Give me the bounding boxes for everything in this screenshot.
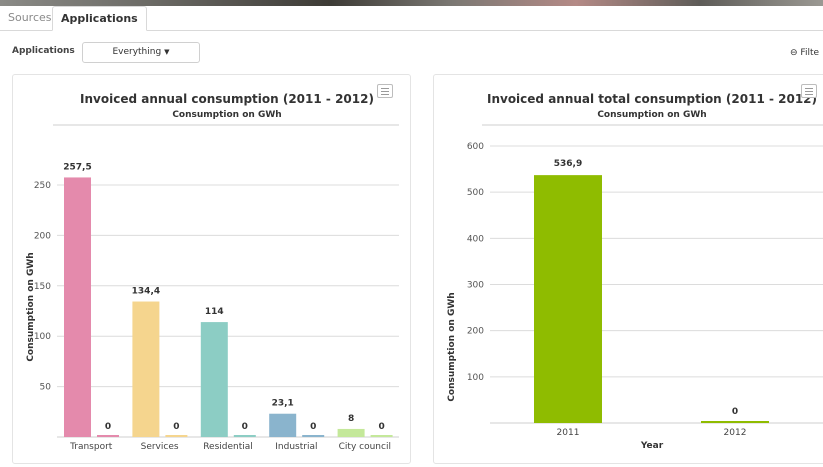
y-tick-label: 50 xyxy=(40,383,52,393)
data-label: 0 xyxy=(242,422,248,432)
x-tick-label: Services xyxy=(141,442,179,452)
x-axis-label: Year xyxy=(640,441,664,451)
filter-circle-icon: ⊖ xyxy=(790,48,798,58)
data-label: 23,1 xyxy=(272,399,294,409)
tab-bar: Sources Applications xyxy=(0,6,823,31)
chart-panel-total-consumption: Invoiced annual total consumption (2011 … xyxy=(433,74,823,464)
chart-panel-annual-consumption: Invoiced annual consumption (2011 - 2012… xyxy=(12,74,411,464)
chart-annual-consumption: Invoiced annual consumption (2011 - 2012… xyxy=(26,92,399,452)
data-label: 0 xyxy=(105,422,111,432)
filter-row: Applications Everything ▼ ⊖ Filte xyxy=(0,40,823,64)
bar-total xyxy=(701,421,769,423)
applications-dropdown[interactable]: Everything ▼ xyxy=(82,42,200,63)
chart-title: Invoiced annual consumption (2011 - 2012… xyxy=(80,92,374,106)
filter-button[interactable]: ⊖ Filte xyxy=(790,44,819,62)
y-tick-label: 600 xyxy=(467,142,484,152)
data-label: 8 xyxy=(348,414,354,424)
chart-menu-icon[interactable] xyxy=(377,84,393,98)
y-tick-label: 250 xyxy=(34,181,51,191)
y-tick-label: 400 xyxy=(467,234,484,244)
bar-2011 xyxy=(132,301,160,437)
caret-down-icon: ▼ xyxy=(164,48,170,56)
data-label: 0 xyxy=(378,422,384,432)
data-label: 536,9 xyxy=(554,159,582,169)
applications-filter-label: Applications xyxy=(12,46,75,56)
x-tick-label: City council xyxy=(339,442,391,452)
chart-subtitle: Consumption on GWh xyxy=(597,110,706,120)
x-tick-label: Residential xyxy=(203,442,253,452)
data-label: 114 xyxy=(205,307,224,317)
bar-2011 xyxy=(64,177,91,437)
y-tick-label: 200 xyxy=(34,231,51,241)
dropdown-value: Everything xyxy=(112,47,162,57)
bar-2012 xyxy=(302,435,325,437)
x-tick-label: Transport xyxy=(69,442,113,452)
x-tick-label: 2011 xyxy=(557,428,580,438)
data-label: 0 xyxy=(173,422,179,432)
x-tick-label: 2012 xyxy=(724,428,747,438)
y-tick-label: 500 xyxy=(467,188,484,198)
bar-2011 xyxy=(337,428,365,437)
tab-applications[interactable]: Applications xyxy=(52,6,147,31)
data-label: 0 xyxy=(732,407,738,417)
data-label: 257,5 xyxy=(63,162,91,172)
chart-menu-icon[interactable] xyxy=(801,84,817,98)
x-tick-label: Industrial xyxy=(275,442,317,452)
tab-sources[interactable]: Sources xyxy=(8,11,52,24)
bar-2011 xyxy=(200,322,228,437)
y-tick-label: 200 xyxy=(467,327,484,337)
chart-title: Invoiced annual total consumption (2011 … xyxy=(487,92,817,106)
y-tick-label: 150 xyxy=(34,282,51,292)
filter-button-label: Filte xyxy=(800,48,820,58)
bar-2012 xyxy=(165,435,188,437)
y-tick-label: 100 xyxy=(467,373,484,383)
y-axis-label: Consumption on GWh xyxy=(447,292,457,401)
y-axis-label: Consumption on GWh xyxy=(26,252,36,361)
chart-subtitle: Consumption on GWh xyxy=(172,110,281,120)
data-label: 0 xyxy=(310,422,316,432)
bar-2011 xyxy=(269,413,297,437)
y-tick-label: 300 xyxy=(467,281,484,291)
bar-2012 xyxy=(97,435,119,437)
chart-total-consumption: Invoiced annual total consumption (2011 … xyxy=(447,92,823,451)
banner-image-strip xyxy=(0,0,823,6)
bar-2012 xyxy=(370,435,393,437)
bar-2012 xyxy=(233,435,256,437)
y-tick-label: 100 xyxy=(34,332,51,342)
bar-total xyxy=(534,175,602,423)
data-label: 134,4 xyxy=(132,287,160,297)
